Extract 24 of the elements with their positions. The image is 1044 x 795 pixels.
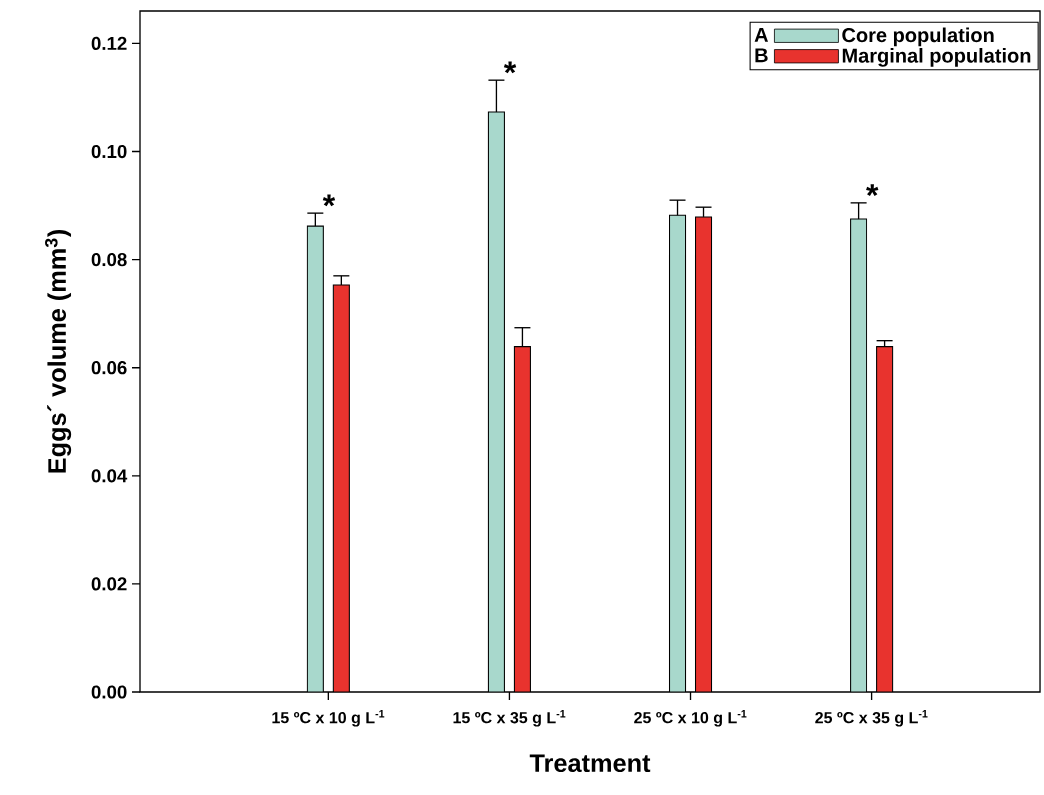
y-tick-label: 0.04 (91, 469, 128, 483)
x-tick-label: 25 ºC x 35 g L$^{-1}$ (815, 710, 928, 727)
bar (876, 346, 894, 692)
annotation: A (754, 27, 769, 42)
y-tick-label: 0.08 (91, 252, 127, 267)
data-label: * (322, 194, 336, 207)
legend-label: Marginal population (842, 48, 1031, 67)
y-tick-label: 0.06 (91, 361, 127, 375)
data-label: * (503, 61, 517, 74)
x-tick-label: 15 ºC x 35 g L$^{-1}$ (453, 710, 566, 727)
legend-label: Core population (842, 27, 994, 47)
data-label: * (866, 184, 879, 197)
y-tick-label: 0.12 (91, 36, 127, 51)
y-tick-label: 0.10 (91, 144, 127, 159)
x-tick-label: 15 ºC x 10 g L$^{-1}$ (272, 710, 385, 727)
bar (332, 284, 350, 692)
annotation: B (755, 48, 768, 63)
y-axis-title: Eggs´ volume (mm$^{3}$) (45, 229, 72, 473)
bar (694, 216, 713, 692)
y-tick-label: 0.02 (91, 577, 127, 591)
x-tick-label: 25 ºC x 10 g L$^{-1}$ (634, 710, 747, 727)
y-tick-label: 0.00 (91, 685, 127, 699)
bar (513, 346, 531, 692)
x-axis-title: Treatment (529, 754, 651, 773)
